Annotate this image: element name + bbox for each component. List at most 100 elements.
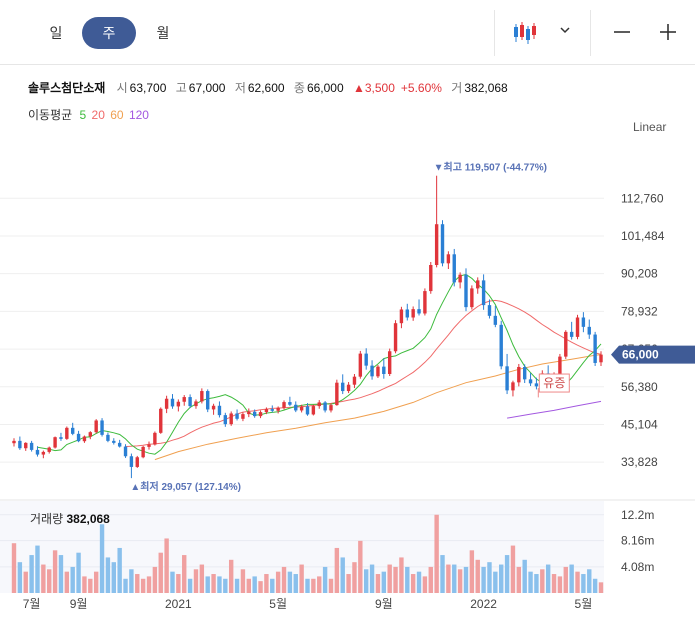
candle-body	[241, 414, 245, 419]
volume-bar	[545, 564, 551, 593]
candle	[470, 285, 474, 310]
candle	[370, 360, 374, 380]
y-tick-label: 101,484	[621, 229, 665, 243]
volume-bar	[375, 574, 381, 593]
candle	[575, 314, 580, 340]
candle-body	[247, 411, 251, 415]
candle-body	[564, 331, 568, 357]
candle	[206, 389, 210, 413]
period-day-button[interactable]: 일	[49, 25, 63, 41]
volume-bar	[534, 574, 539, 593]
chart-type-button[interactable]	[505, 17, 545, 47]
price-chart[interactable]: 112,760101,48490,20878,93267,65656,38045…	[0, 140, 695, 631]
x-tick-label: 2022	[470, 597, 497, 611]
candle-body	[252, 411, 257, 417]
zoom-out-button[interactable]	[608, 17, 636, 47]
candle-body	[476, 280, 480, 289]
candle	[534, 377, 539, 390]
candle	[29, 440, 34, 452]
candle	[487, 299, 492, 319]
candlestick-icon	[514, 22, 536, 44]
candle-body	[569, 331, 574, 337]
volume-bar	[35, 545, 40, 593]
high-label: 고	[175, 81, 187, 95]
volume-bar	[387, 564, 392, 593]
candle-body	[129, 456, 134, 467]
candle-body	[358, 353, 363, 377]
candle-body	[117, 442, 122, 447]
ma20-legend[interactable]: 20	[91, 108, 105, 122]
candle	[493, 305, 498, 328]
volume-bar	[88, 578, 93, 593]
scale-toggle[interactable]: Linear	[633, 120, 667, 134]
volume-bar	[99, 524, 105, 593]
candle	[294, 401, 298, 413]
volume-bar	[11, 543, 17, 593]
candle-body	[311, 406, 316, 415]
period-week-button[interactable]: 주	[82, 17, 136, 49]
volume-panel-value: 382,068	[66, 512, 110, 526]
candle	[76, 430, 81, 443]
candle	[211, 403, 216, 415]
candle	[382, 358, 386, 379]
candle	[276, 406, 280, 414]
volume-bar	[428, 566, 433, 593]
candle	[12, 438, 16, 447]
volume-bar	[393, 566, 398, 593]
candle-body	[429, 265, 433, 292]
candle-body	[452, 254, 456, 283]
chevron-down-icon	[560, 27, 570, 34]
stock-name: 솔루스첨단소재	[28, 81, 106, 95]
candle-body	[305, 406, 310, 415]
candle	[599, 351, 603, 366]
volume-bar	[551, 574, 557, 593]
candle	[358, 350, 363, 379]
volume-bar	[440, 555, 445, 593]
y-tick-label: 112,760	[621, 191, 664, 205]
volume-bar	[481, 566, 486, 593]
volume-bar	[140, 578, 146, 593]
candle-body	[29, 442, 34, 450]
candle	[258, 410, 263, 419]
volume-bar	[211, 574, 216, 593]
candle-body	[323, 402, 327, 411]
candle-body	[188, 397, 192, 407]
candle-body	[329, 405, 333, 411]
candle-body	[159, 408, 163, 433]
candle	[217, 401, 222, 418]
zoom-in-button[interactable]	[654, 17, 682, 47]
candle-body	[364, 353, 368, 366]
candle	[24, 442, 28, 451]
ma60-legend[interactable]: 60	[110, 108, 124, 122]
volume-bar	[469, 550, 475, 593]
open-value: 63,700	[129, 81, 167, 95]
volume-bar	[299, 564, 304, 593]
candle-body	[399, 309, 404, 324]
chart-type-dropdown[interactable]	[553, 17, 577, 47]
candle-body	[153, 432, 157, 445]
candle	[112, 438, 116, 445]
candle-body	[164, 398, 169, 409]
period-month-button[interactable]: 월	[156, 25, 170, 41]
candle	[505, 353, 509, 395]
volume-tick-label: 12.2m	[621, 508, 654, 522]
volume-bar	[164, 538, 169, 593]
candle-body	[47, 447, 51, 452]
candle	[452, 248, 456, 287]
volume-bar	[82, 576, 87, 593]
candle	[423, 288, 427, 316]
candle-body	[370, 365, 374, 377]
candle	[94, 419, 98, 434]
candle	[129, 453, 134, 479]
candle	[569, 321, 574, 340]
candle	[434, 175, 439, 268]
candle-body	[135, 457, 139, 467]
candle-body	[170, 398, 175, 407]
volume-bar	[111, 562, 116, 593]
ma5-legend[interactable]: 5	[79, 108, 87, 122]
ma120-legend[interactable]: 120	[128, 108, 149, 122]
volume-bar	[422, 576, 428, 593]
candle-body	[558, 356, 562, 375]
candle	[476, 277, 480, 294]
candle-body	[481, 280, 486, 306]
